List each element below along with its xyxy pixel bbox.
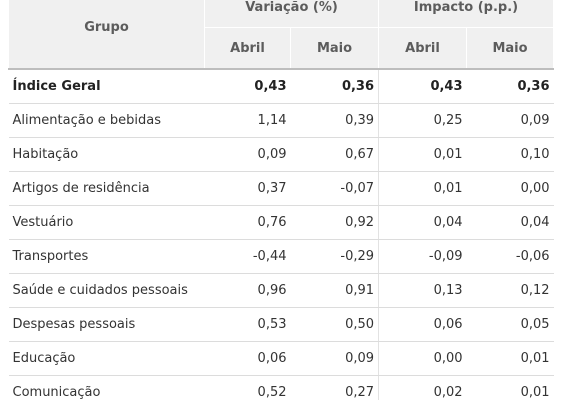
group-name-cell: Despesas pessoais [8,307,205,342]
impact-may-cell: 0,36 [466,68,554,104]
header-impact-april: Abril [378,27,468,70]
impact-may-cell: 0,10 [466,137,554,172]
header-variation-april: Abril [204,27,291,70]
table-row: Alimentação e bebidas 1,14 0,39 0,25 0,09 [8,103,554,138]
group-name-cell: Saúde e cuidados pessoais [8,273,205,308]
impact-may-cell: 0,04 [466,205,554,240]
impact-may-cell: -0,06 [466,239,554,274]
variation-may-cell: 0,67 [290,137,380,172]
table-row: Saúde e cuidados pessoais 0,96 0,91 0,13 0,1… [8,273,554,308]
impact-april-cell: 0,01 [378,171,467,206]
group-name-cell: Comunicação [8,375,205,400]
table-row: Artigos de residência 0,37 -0,07 0,01 0,00 [8,171,554,206]
variation-april-cell: 0,06 [204,341,291,376]
impact-april-cell: 0,06 [378,307,467,342]
variation-may-cell: 0,91 [290,273,380,308]
variation-april-cell: 0,37 [204,171,291,206]
table-row: Transportes -0,44 -0,29 -0,09 -0,06 [8,239,554,274]
variation-april-cell: 1,14 [204,103,291,138]
group-name-cell: Educação [8,341,205,376]
impact-april-cell: 0,01 [378,137,467,172]
table-body: Índice Geral 0,43 0,36 0,43 0,36 Alimentação … [8,68,554,400]
impact-april-cell: 0,43 [378,68,467,104]
group-name-cell: Transportes [8,239,205,274]
table-header: Grupo Variação (%) Impacto (p.p.) Abril … [8,0,555,70]
impact-may-cell: 0,09 [466,103,554,138]
header-impact: Impacto (p.p.) [378,0,555,28]
variation-may-cell: -0,07 [290,171,380,206]
table-row: Habitação 0,09 0,67 0,01 0,10 [8,137,554,172]
variation-april-cell: 0,76 [204,205,291,240]
table-row: Educação 0,06 0,09 0,00 0,01 [8,341,554,376]
impact-april-cell: 0,02 [378,375,467,400]
variation-april-cell: 0,43 [204,68,291,104]
impact-april-cell: -0,09 [378,239,467,274]
variation-may-cell: 0,39 [290,103,380,138]
variation-may-cell: 0,27 [290,375,380,400]
variation-april-cell: 0,96 [204,273,291,308]
impact-may-cell: 0,12 [466,273,554,308]
table-row: Vestuário 0,76 0,92 0,04 0,04 [8,205,554,240]
group-name-cell: Vestuário [8,205,205,240]
ipca-group-table: Grupo Variação (%) Impacto (p.p.) Abril … [8,0,555,400]
header-group: Grupo [8,0,205,70]
variation-april-cell: -0,44 [204,239,291,274]
impact-april-cell: 0,13 [378,273,467,308]
header-variation: Variação (%) [203,0,380,28]
table-row: Comunicação 0,52 0,27 0,02 0,01 [8,375,554,400]
header-impact-may: Maio [466,27,555,70]
group-name-cell: Índice Geral [8,68,205,104]
variation-may-cell: 0,36 [290,68,380,104]
table-row: Despesas pessoais 0,53 0,50 0,06 0,05 [8,307,554,342]
header-variation-may: Maio [289,27,380,70]
variation-may-cell: 0,09 [290,341,380,376]
group-name-cell: Artigos de residência [8,171,205,206]
impact-may-cell: 0,01 [466,375,554,400]
impact-may-cell: 0,01 [466,341,554,376]
variation-april-cell: 0,09 [204,137,291,172]
variation-april-cell: 0,53 [204,307,291,342]
group-name-cell: Alimentação e bebidas [8,103,205,138]
group-name-cell: Habitação [8,137,205,172]
impact-april-cell: 0,04 [378,205,467,240]
table-row: Índice Geral 0,43 0,36 0,43 0,36 [8,68,554,104]
variation-may-cell: 0,92 [290,205,380,240]
impact-may-cell: 0,00 [466,171,554,206]
variation-may-cell: 0,50 [290,307,380,342]
impact-april-cell: 0,00 [378,341,467,376]
impact-may-cell: 0,05 [466,307,554,342]
impact-april-cell: 0,25 [378,103,467,138]
variation-april-cell: 0,52 [204,375,291,400]
variation-may-cell: -0,29 [290,239,380,274]
